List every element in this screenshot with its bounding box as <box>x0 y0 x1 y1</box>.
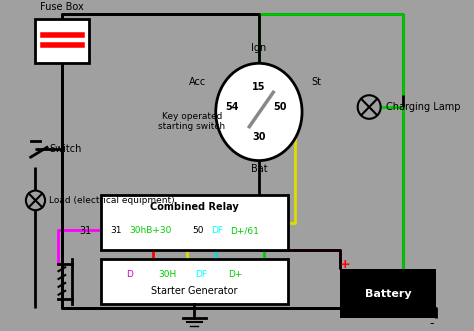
Text: D+: D+ <box>228 269 242 279</box>
Text: 31: 31 <box>110 226 122 235</box>
Text: Bat: Bat <box>251 164 267 174</box>
FancyBboxPatch shape <box>36 19 89 63</box>
Text: Load (electrical equipment): Load (electrical equipment) <box>49 196 174 205</box>
Text: Starter Generator: Starter Generator <box>151 286 237 296</box>
Text: Combined Relay: Combined Relay <box>150 202 238 212</box>
Text: 15: 15 <box>252 82 265 92</box>
FancyBboxPatch shape <box>100 196 288 250</box>
Text: DF: DF <box>211 226 223 235</box>
Text: 50: 50 <box>192 226 203 235</box>
Ellipse shape <box>216 63 302 161</box>
Text: 54: 54 <box>225 102 239 112</box>
FancyBboxPatch shape <box>340 269 436 318</box>
Text: St: St <box>311 77 322 87</box>
Text: D: D <box>126 269 133 279</box>
Circle shape <box>26 191 45 210</box>
Text: 50: 50 <box>273 102 287 112</box>
Text: Key operated
starting switch: Key operated starting switch <box>158 112 225 131</box>
Text: D+/61: D+/61 <box>230 226 259 235</box>
Text: Charging Lamp: Charging Lamp <box>386 102 461 112</box>
Text: DF: DF <box>195 269 207 279</box>
Text: -: - <box>429 317 434 330</box>
Circle shape <box>358 95 381 119</box>
Text: Battery: Battery <box>365 289 412 299</box>
FancyBboxPatch shape <box>100 260 288 304</box>
Text: 30hB+30: 30hB+30 <box>129 226 172 235</box>
Text: Fuse Box: Fuse Box <box>40 2 84 12</box>
Text: 30H: 30H <box>159 269 177 279</box>
Text: Acc: Acc <box>189 77 206 87</box>
Text: +: + <box>340 258 350 271</box>
Text: 31: 31 <box>79 226 91 236</box>
Text: Ign: Ign <box>251 43 266 53</box>
Text: 30: 30 <box>252 131 265 142</box>
Text: Switch: Switch <box>50 144 82 154</box>
